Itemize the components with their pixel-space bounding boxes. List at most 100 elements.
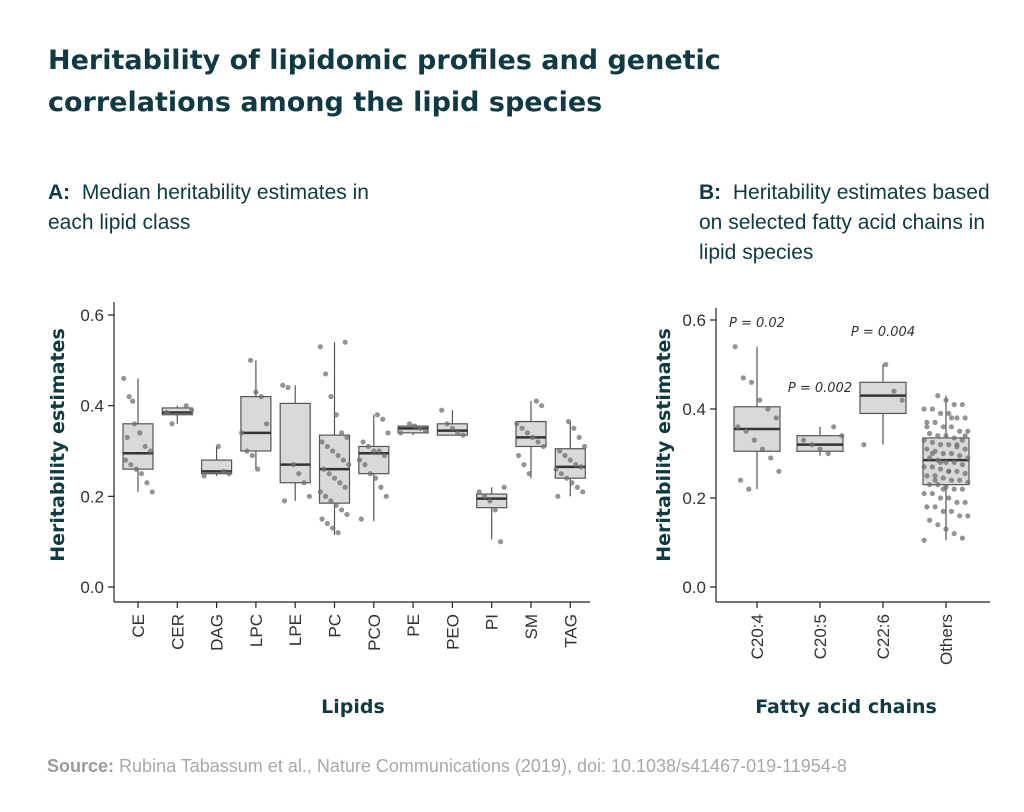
b-y-label: Heritability estimates xyxy=(653,328,675,561)
a-point xyxy=(296,471,302,477)
b-point xyxy=(924,424,930,430)
a-point xyxy=(331,475,338,481)
b-point xyxy=(957,477,963,483)
a-point xyxy=(574,484,581,490)
b-x-tick-label: C22:6 xyxy=(874,614,893,659)
a-point xyxy=(339,507,345,513)
a-point xyxy=(406,421,413,427)
b-point xyxy=(927,430,933,437)
a-point xyxy=(381,452,388,459)
a-point xyxy=(324,443,330,450)
a-x-tick-label: PI xyxy=(483,614,502,630)
a-x-tick-label: CE xyxy=(129,614,148,638)
a-point xyxy=(335,530,341,536)
b-point xyxy=(940,424,946,430)
b-point xyxy=(825,450,831,457)
a-point xyxy=(226,471,232,477)
a-point xyxy=(328,498,334,504)
b-point xyxy=(924,419,930,425)
b-point xyxy=(940,508,946,514)
b-point xyxy=(883,361,889,368)
a-point xyxy=(247,357,254,363)
a-x-tick-label: LPE xyxy=(286,614,305,646)
a-x-tick-label: PC xyxy=(326,614,345,638)
a-point xyxy=(344,434,350,440)
b-point xyxy=(951,531,957,537)
b-point xyxy=(932,473,938,479)
b-x-tick-label: Others xyxy=(937,614,956,665)
b-point xyxy=(943,526,949,532)
b-point xyxy=(940,475,946,481)
panel-b-text: Heritability estimates based on selected… xyxy=(699,181,990,264)
a-point xyxy=(149,489,155,495)
a-point xyxy=(515,452,522,459)
a-x-label: Lipids xyxy=(321,696,385,718)
b-point xyxy=(932,419,938,425)
a-x-tick-label: LPC xyxy=(247,614,266,647)
a-point xyxy=(519,425,525,431)
b-point xyxy=(921,490,927,497)
a-point xyxy=(340,457,347,463)
a-point xyxy=(342,484,348,490)
b-point xyxy=(962,446,968,452)
b-point xyxy=(951,459,957,465)
a-y-tick-label: 0.4 xyxy=(80,397,104,416)
b-x-tick-label: C20:4 xyxy=(748,614,767,659)
b-point xyxy=(951,435,957,441)
b-point xyxy=(765,406,771,412)
b-point xyxy=(951,401,957,408)
b-point xyxy=(959,401,965,408)
b-point xyxy=(935,482,941,488)
a-point xyxy=(346,462,352,468)
a-point xyxy=(188,407,195,413)
b-y-tick-label: 0.6 xyxy=(682,311,706,330)
a-point xyxy=(365,443,372,450)
b-point xyxy=(839,433,845,439)
b-point xyxy=(924,446,930,452)
a-point xyxy=(319,439,325,445)
a-point xyxy=(557,448,563,454)
b-point xyxy=(921,437,927,443)
b-y-tick-label: 0.4 xyxy=(682,400,706,419)
a-point xyxy=(385,430,391,436)
a-point xyxy=(221,468,227,474)
a-point xyxy=(521,462,527,468)
a-point xyxy=(576,434,582,440)
a-point xyxy=(356,457,363,463)
b-point xyxy=(861,442,867,448)
a-point xyxy=(573,462,579,468)
a-point xyxy=(558,471,564,477)
b-annotation: P = 0.002 xyxy=(788,381,852,396)
b-point xyxy=(929,406,935,412)
b-y-tick-label: 0.0 xyxy=(682,578,706,597)
b-point xyxy=(959,535,965,541)
a-x-tick-label: PE xyxy=(404,614,423,637)
a-point xyxy=(124,434,130,440)
b-point xyxy=(965,513,971,519)
b-point xyxy=(962,470,968,477)
a-point xyxy=(201,473,207,479)
b-point xyxy=(921,537,927,543)
a-point xyxy=(526,471,532,477)
a-point xyxy=(137,430,143,436)
a-point xyxy=(321,466,327,472)
b-point xyxy=(957,513,963,519)
b-point xyxy=(748,379,755,385)
b-point xyxy=(962,415,968,421)
a-point xyxy=(367,471,373,477)
a-point xyxy=(333,412,339,418)
b-point xyxy=(759,446,766,452)
a-point xyxy=(371,448,377,454)
b-point xyxy=(948,508,955,514)
a-y-tick-label: 0.0 xyxy=(80,578,104,597)
a-point xyxy=(383,493,389,499)
b-point xyxy=(927,517,933,523)
a-point xyxy=(263,421,270,427)
panel-a-label: A: xyxy=(48,181,71,204)
b-x-tick-label: C20:5 xyxy=(811,614,830,659)
b-point xyxy=(948,477,955,483)
a-point xyxy=(344,511,350,518)
a-point xyxy=(322,371,329,377)
a-point xyxy=(280,382,286,388)
a-point xyxy=(569,480,575,486)
